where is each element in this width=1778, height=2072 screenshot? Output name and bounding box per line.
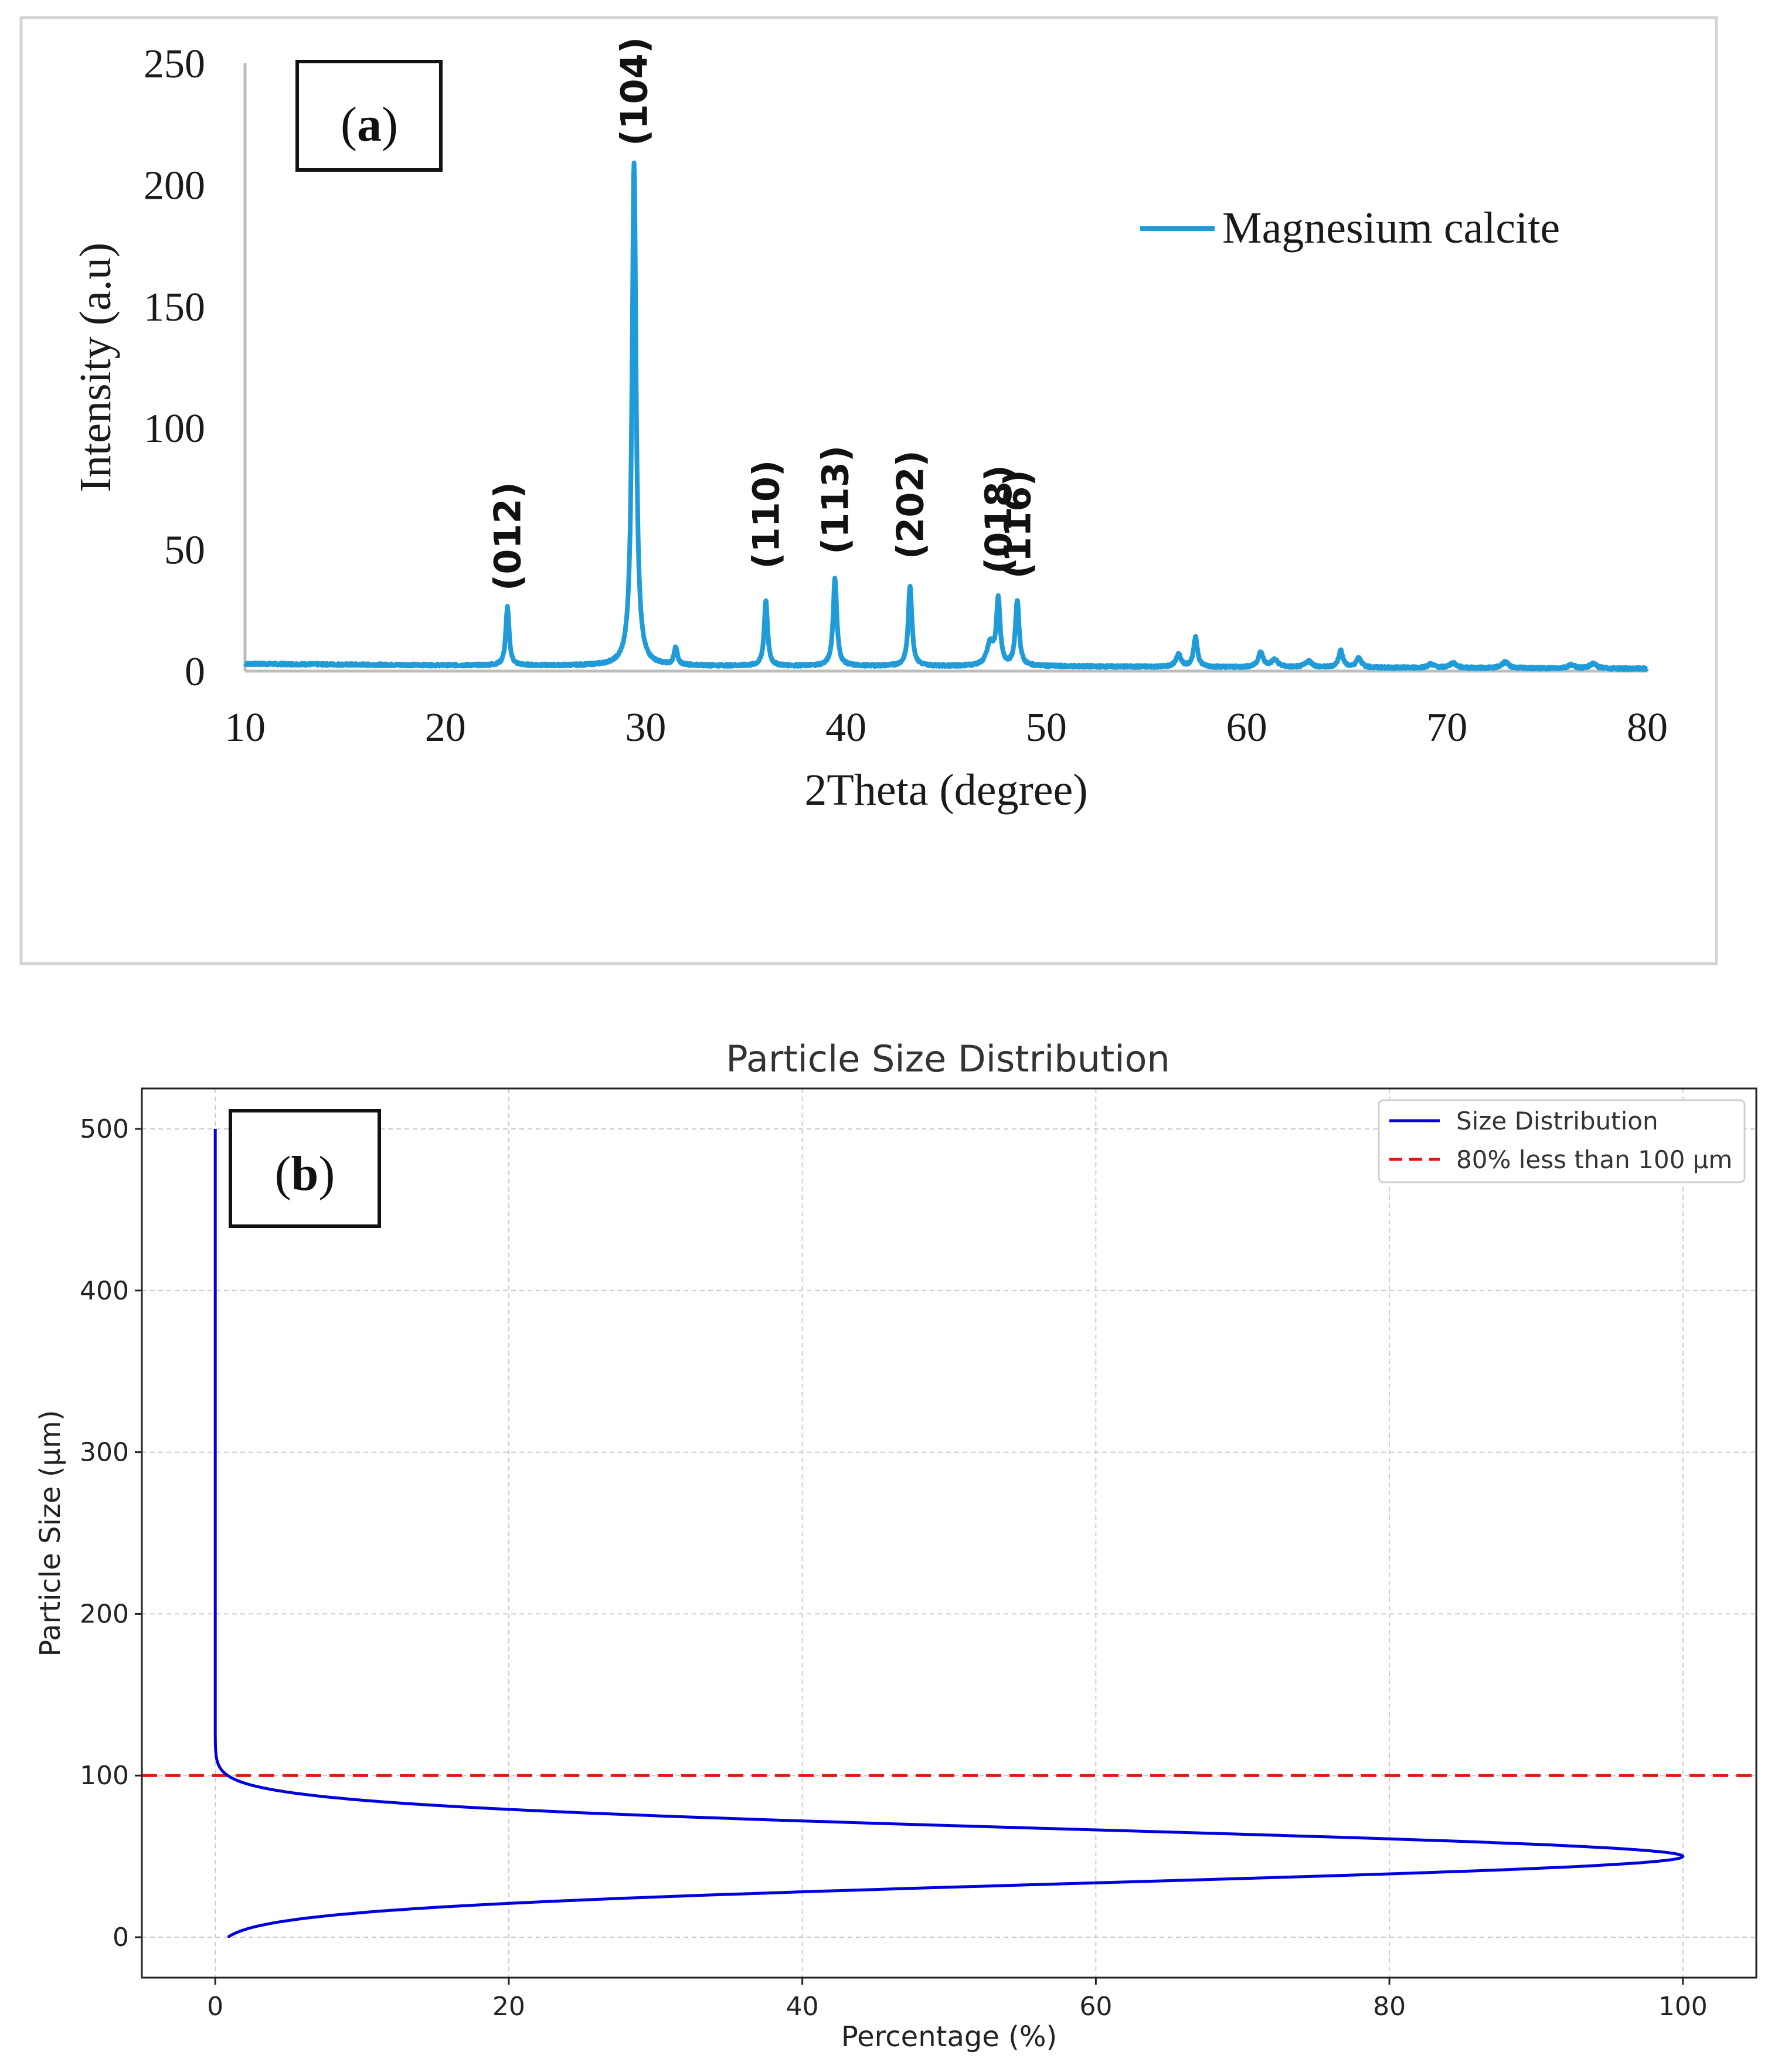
peak-label: (012) (487, 482, 529, 591)
panel-a-label: (a) (341, 97, 398, 152)
x-tick-label: 100 (1658, 1992, 1708, 2022)
peak-label: (113) (814, 445, 856, 554)
y-tick-label: 200 (80, 1599, 129, 1629)
panel-a-y-ticks: 0 50 100 150 200 250 (144, 42, 205, 695)
panel-b-legend: Size Distribution 80% less than 100 μm (1378, 1099, 1746, 1183)
y-tick-label: 150 (144, 285, 205, 330)
panel-b-label-box (229, 1109, 381, 1228)
panel-a-label-letter: a (357, 97, 382, 152)
y-tick-label: 0 (185, 649, 205, 695)
legend-label-magnesium-calcite: Magnesium calcite (1222, 203, 1560, 253)
panel-b-plot-frame (141, 1087, 1757, 1979)
peak-label: (116) (996, 469, 1039, 579)
y-tick-label: 50 (164, 528, 205, 573)
panel-b-label-open: ( (275, 1146, 291, 1201)
x-tick-label: 10 (225, 705, 266, 750)
peak-label: (104) (613, 37, 656, 146)
x-tick-label: 20 (425, 705, 466, 750)
panel-a-y-axis-title: Intensity (a.u) (71, 243, 120, 492)
y-tick-label: 100 (80, 1761, 129, 1791)
panel-a-label-open: ( (341, 97, 357, 152)
y-tick-label: 100 (144, 406, 205, 451)
panel-a-legend: Magnesium calcite (1140, 203, 1560, 253)
series-line-size-distribution (213, 1128, 1685, 1939)
panel-a: 0 50 100 150 200 250 10 20 30 40 50 60 70 80 (012) (1… (19, 16, 1718, 965)
panel-b-label: (b) (275, 1146, 335, 1201)
panel-b-y-axis-title: Particle Size (μm) (34, 1410, 67, 1656)
panel-a-x-ticks: 10 20 30 40 50 60 70 80 (225, 705, 1668, 750)
x-tick-label: 60 (1079, 1992, 1112, 2022)
y-tick-label: 300 (80, 1438, 129, 1468)
y-tick-label: 0 (113, 1923, 129, 1952)
x-tick-label: 20 (492, 1992, 525, 2022)
peak-label: (110) (745, 460, 788, 569)
x-tick-label: 0 (207, 1992, 223, 2022)
panel-b-label-close: ) (318, 1146, 335, 1201)
x-tick-label: 60 (1226, 705, 1267, 750)
panel-b-x-axis-title: Percentage (%) (841, 2020, 1057, 2053)
panel-b: Particle Size Distribution 0 20 40 60 80 1000… (34, 1037, 1757, 2053)
x-tick-label: 80 (1373, 1992, 1406, 2022)
y-tick-label: 500 (80, 1114, 129, 1144)
panel-a-label-close: ) (382, 97, 398, 152)
x-tick-label: 30 (625, 705, 666, 750)
panel-a-x-axis-title: 2Theta (degree) (804, 765, 1087, 815)
legend-label-size-distribution: Size Distribution (1456, 1107, 1658, 1135)
panel-b-label-letter: b (291, 1146, 319, 1201)
x-tick-label: 40 (825, 705, 866, 750)
x-tick-label: 50 (1026, 705, 1067, 750)
x-tick-label: 40 (786, 1992, 819, 2022)
panel-b-ticks: 0 20 40 60 80 100 0 100 200 300 400 500 (80, 1114, 1708, 2022)
panel-a-label-box (295, 60, 443, 172)
peak-label: (018) (977, 465, 1020, 574)
y-tick-label: 250 (144, 42, 205, 87)
panel-a-peak-labels: (012) (104) (110) (113) (202) (018)(116) (487, 37, 1039, 591)
x-tick-label: 80 (1627, 705, 1668, 750)
legend-label-80pct-line: 80% less than 100 μm (1456, 1145, 1732, 1174)
panel-b-legend-box (1378, 1099, 1746, 1183)
y-tick-label: 200 (144, 163, 205, 208)
peak-label: (202) (889, 450, 932, 559)
panel-b-title: Particle Size Distribution (726, 1037, 1170, 1080)
panel-a-frame (19, 16, 1718, 965)
series-line-magnesium-calcite (243, 160, 1650, 672)
y-tick-label: 400 (80, 1276, 129, 1306)
x-tick-label: 70 (1426, 705, 1467, 750)
